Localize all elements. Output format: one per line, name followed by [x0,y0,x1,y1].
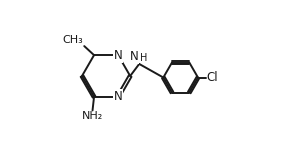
Text: NH₂: NH₂ [82,111,103,121]
Text: H: H [140,53,147,63]
Text: CH₃: CH₃ [63,35,84,45]
Text: Cl: Cl [206,71,218,84]
Text: N: N [130,50,139,63]
Text: N: N [114,49,123,62]
Text: N: N [114,90,123,103]
